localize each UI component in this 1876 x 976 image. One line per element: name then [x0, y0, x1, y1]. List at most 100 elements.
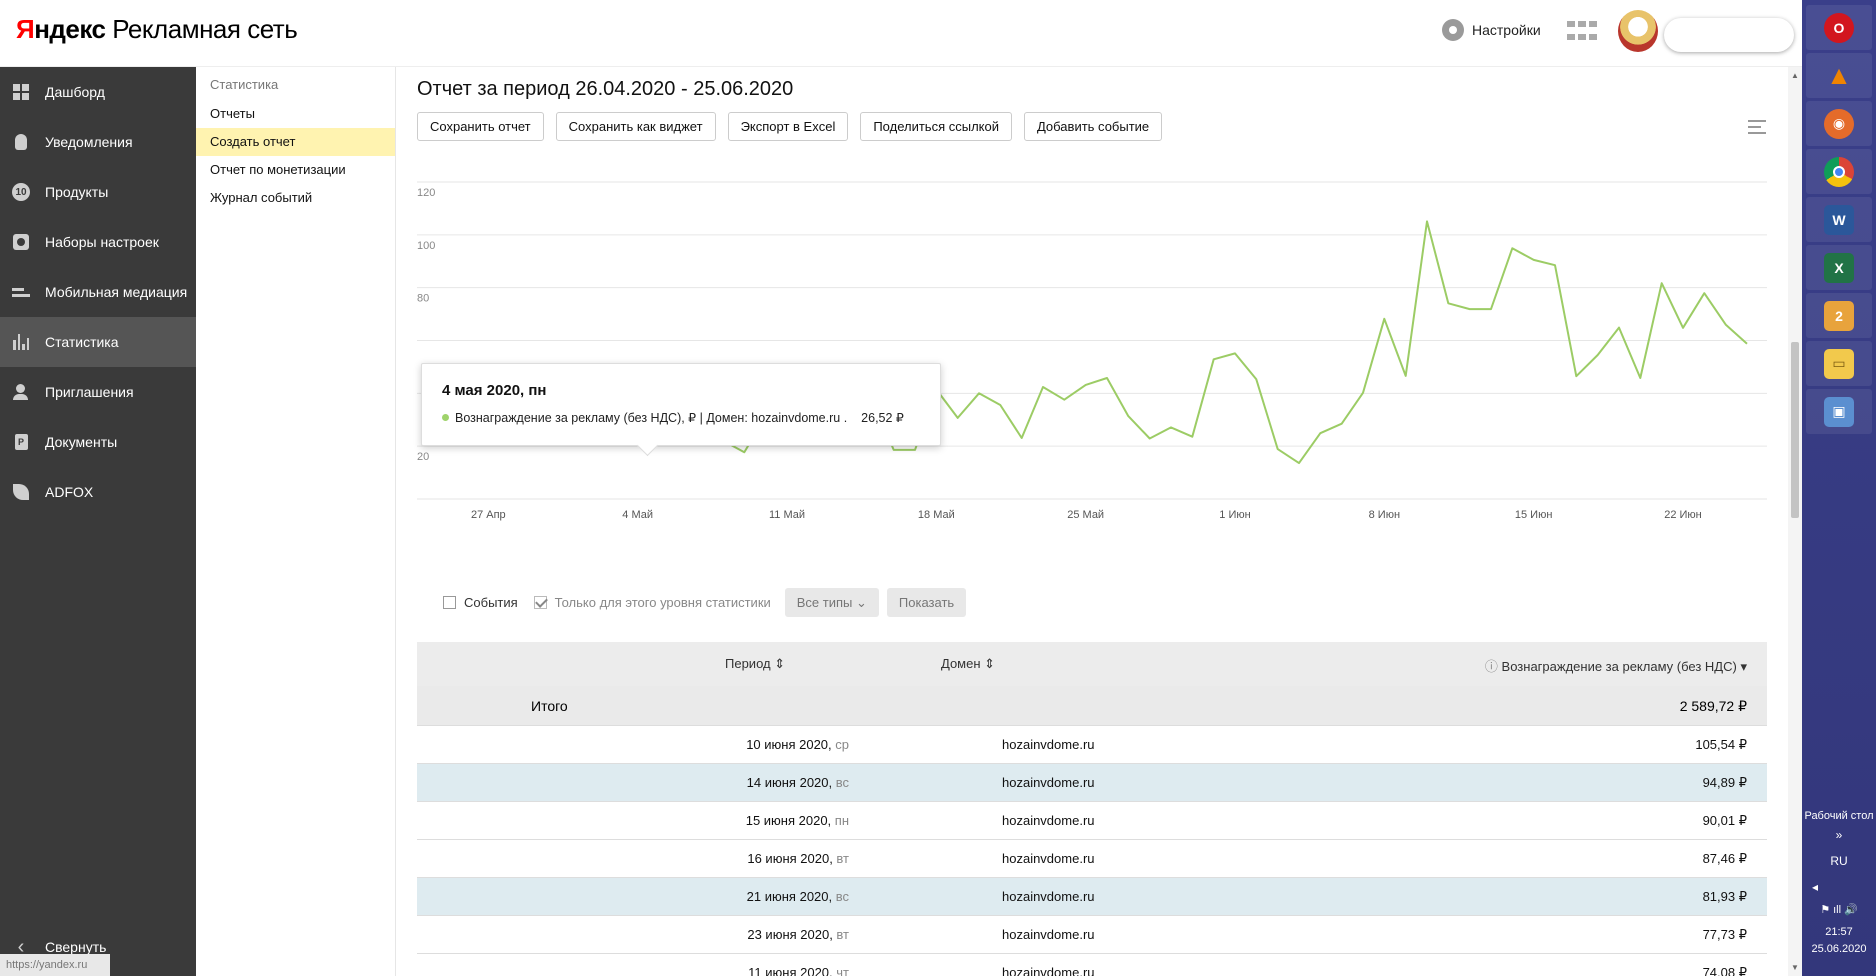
cell-period: 10 июня 2020, ср: [746, 737, 849, 752]
filter-settings-icon[interactable]: [1748, 120, 1766, 134]
table-row[interactable]: 14 июня 2020, вс hozainvdome.ru 94,89 ₽: [417, 764, 1767, 802]
vlc-icon[interactable]: ▲: [1806, 53, 1872, 98]
sidebar-item-products[interactable]: 10 Продукты: [0, 167, 196, 217]
x-tick-label: 25 Май: [1067, 509, 1104, 521]
sidebar-item-statistics[interactable]: Статистика: [0, 317, 196, 367]
clock-date[interactable]: 25.06.2020: [1811, 943, 1867, 955]
help-icon[interactable]: ⓘ: [1484, 659, 1498, 674]
add-event-button[interactable]: Добавить событие: [1023, 112, 1163, 141]
word-icon[interactable]: W: [1806, 197, 1872, 242]
tray-icons[interactable]: ⚑ ıll 🔊: [1820, 904, 1858, 916]
scrollbar-thumb[interactable]: [1791, 342, 1799, 518]
opera-icon[interactable]: O: [1806, 5, 1872, 50]
column-header-domain[interactable]: Домен ⇕: [941, 656, 996, 671]
top-header: Яндекс Рекламная сеть Настройки: [0, 0, 1802, 67]
sidebar-item-label: ADFOX: [45, 484, 94, 500]
cell-reward: 90,01 ₽: [1702, 813, 1747, 828]
cell-reward: 105,54 ₽: [1695, 737, 1747, 752]
document-icon: P: [12, 433, 30, 451]
tray-arrow-icon[interactable]: ◂: [1812, 880, 1819, 894]
sidebar-item-label: Документы: [45, 434, 118, 450]
event-types-dropdown[interactable]: Все типы ⌄: [784, 588, 879, 617]
y-tick-label: 100: [417, 240, 435, 252]
adfox-icon: [12, 483, 30, 501]
cell-reward: 74,08 ₽: [1702, 965, 1747, 976]
table-row[interactable]: 11 июня 2020, чт hozainvdome.ru 74,08 ₽: [417, 954, 1767, 976]
level-only-checkbox[interactable]: [533, 596, 547, 609]
x-tick-label: 8 Июн: [1369, 509, 1400, 521]
save-widget-button[interactable]: Сохранить как виджет: [555, 112, 716, 141]
export-excel-button[interactable]: Экспорт в Excel: [727, 112, 849, 141]
submenu-item-reports[interactable]: Отчеты: [210, 106, 255, 121]
settings-label: Настройки: [1472, 22, 1541, 38]
x-tick-label: 1 Июн: [1219, 509, 1250, 521]
submenu-item-monetization[interactable]: Отчет по монетизации: [210, 162, 346, 177]
cell-period: 23 июня 2020, вт: [747, 927, 849, 942]
logo-brand: Яндекс: [16, 14, 106, 44]
table-row[interactable]: 21 июня 2020, вс hozainvdome.ru 81,93 ₽: [417, 878, 1767, 916]
notification-app-icon[interactable]: 2: [1806, 293, 1872, 338]
tooltip-title: 4 мая 2020, пн: [442, 382, 547, 399]
table-row[interactable]: 15 июня 2020, пн hozainvdome.ru 90,01 ₽: [417, 802, 1767, 840]
table-row[interactable]: 23 июня 2020, вт hozainvdome.ru 77,73 ₽: [417, 916, 1767, 954]
status-url: https://yandex.ru: [0, 954, 110, 976]
share-link-button[interactable]: Поделиться ссылкой: [860, 112, 1012, 141]
cell-period: 11 июня 2020, чт: [748, 965, 849, 976]
scroll-down-icon[interactable]: ▼: [1791, 963, 1799, 972]
logo-product: Рекламная сеть: [112, 14, 298, 44]
page-scrollbar[interactable]: ▲ ▼: [1788, 67, 1802, 976]
folder-icon[interactable]: ▭: [1806, 341, 1872, 386]
event-types-label: Все типы: [796, 595, 853, 610]
apps-grid-icon[interactable]: [1567, 21, 1597, 43]
sidebar-item-dashboard[interactable]: Дашборд: [0, 67, 196, 117]
sidebar-item-settings-sets[interactable]: Наборы настроек: [0, 217, 196, 267]
show-button[interactable]: Показать: [886, 588, 967, 617]
main-content: Отчет за период 26.04.2020 - 25.06.2020 …: [396, 67, 1788, 976]
table-row[interactable]: 10 июня 2020, ср hozainvdome.ru 105,54 ₽: [417, 726, 1767, 764]
column-header-period[interactable]: Период ⇕: [725, 656, 786, 671]
clock-time[interactable]: 21:57: [1825, 926, 1853, 938]
events-checkbox[interactable]: [443, 596, 456, 609]
sort-icon: ⇕: [984, 656, 996, 671]
scroll-up-icon[interactable]: ▲: [1791, 71, 1799, 80]
sidebar-item-invitations[interactable]: Приглашения: [0, 367, 196, 417]
eye-app-icon[interactable]: ◉: [1806, 101, 1872, 146]
cell-domain: hozainvdome.ru: [1002, 851, 1095, 866]
avatar[interactable]: [1618, 10, 1658, 52]
cell-domain: hozainvdome.ru: [1002, 927, 1095, 942]
products-icon: 10: [12, 183, 30, 201]
save-report-button[interactable]: Сохранить отчет: [417, 112, 544, 141]
sidebar-item-mediation[interactable]: Мобильная медиация: [0, 267, 196, 317]
table-row[interactable]: 16 июня 2020, вт hozainvdome.ru 87,46 ₽: [417, 840, 1767, 878]
sidebar-item-adfox[interactable]: ADFOX: [0, 467, 196, 517]
tooltip-row: Вознаграждение за рекламу (без НДС), ₽ |…: [442, 410, 904, 425]
collapse-sidebar-button[interactable]: ‹ Свернуть: [12, 936, 107, 958]
total-row: Итого 2 589,72 ₽: [417, 686, 1767, 726]
column-header-reward[interactable]: ⓘ Вознаграждение за рекламу (без НДС) ▾: [1484, 659, 1747, 674]
submenu-item-create-report[interactable]: Создать отчет: [196, 128, 395, 156]
settings-button[interactable]: Настройки: [1442, 19, 1541, 41]
cell-domain: hozainvdome.ru: [1002, 889, 1095, 904]
page-title: Отчет за период 26.04.2020 - 25.06.2020: [417, 78, 794, 100]
total-label: Итого: [531, 698, 568, 714]
windows-taskbar: O ▲ ◉ W X 2 ▭ ▣ Рабочий стол » RU ◂ ⚑ ıl…: [1802, 0, 1876, 976]
x-tick-label: 27 Апр: [471, 509, 506, 521]
y-tick-label: 20: [417, 451, 429, 463]
submenu-item-event-log[interactable]: Журнал событий: [210, 190, 313, 205]
sidebar-item-documents[interactable]: P Документы: [0, 417, 196, 467]
desktop-label[interactable]: Рабочий стол: [1804, 810, 1874, 822]
cell-domain: hozainvdome.ru: [1002, 737, 1095, 752]
chevron-double-down-icon[interactable]: »: [1835, 828, 1843, 842]
language-indicator[interactable]: RU: [1830, 854, 1848, 868]
computer-icon[interactable]: ▣: [1806, 389, 1872, 434]
chart-tooltip: 4 мая 2020, пн Вознаграждение за рекламу…: [421, 363, 941, 446]
user-menu-button[interactable]: [1664, 18, 1794, 52]
sidebar-item-label: Продукты: [45, 184, 109, 200]
excel-icon[interactable]: X: [1806, 245, 1872, 290]
sidebar-item-notifications[interactable]: Уведомления: [0, 117, 196, 167]
sort-desc-icon: ▾: [1740, 659, 1747, 674]
chrome-icon[interactable]: [1806, 149, 1872, 194]
yandex-logo[interactable]: Яндекс Рекламная сеть: [16, 14, 298, 45]
x-tick-label: 15 Июн: [1515, 509, 1553, 521]
submenu-title: Статистика: [210, 77, 279, 92]
